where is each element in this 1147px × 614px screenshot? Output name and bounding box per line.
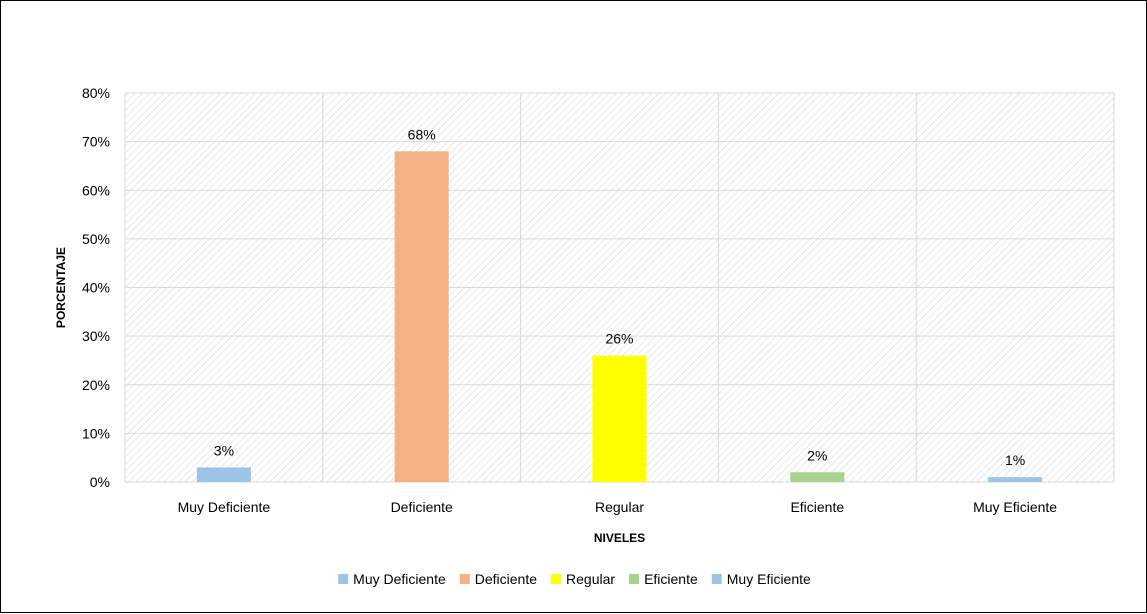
legend-swatch [459,574,470,584]
bar [988,477,1043,482]
x-tick-label: Deficiente [391,499,453,515]
legend-item: Eficiente [629,571,698,587]
data-label: 2% [807,447,827,463]
legend-item: Muy Eficiente [711,571,811,587]
y-axis-title: PORCENTAJE [54,247,68,328]
legend-label: Regular [566,571,615,587]
y-tick-label: 70% [82,134,110,150]
legend-label: Eficiente [644,571,698,587]
legend-item: Regular [551,571,615,587]
data-label: 3% [214,442,234,458]
legend: Muy Deficiente Deficiente Regular Eficiente… [338,571,811,587]
legend-label: Deficiente [475,571,537,587]
y-tick-label: 0% [90,474,110,490]
legend-item: Muy Deficiente [338,571,446,587]
y-tick-label: 30% [82,328,110,344]
x-axis-title: NIVELES [594,531,645,545]
y-tick-label: 10% [82,425,110,441]
legend-swatch [551,574,562,584]
legend-swatch [629,574,640,584]
x-axis-ticks: Muy Deficiente Deficiente Regular Eficiente… [178,499,1058,515]
bars [196,151,1043,482]
data-label: 26% [605,331,633,347]
bar [196,467,251,482]
bar [790,472,845,482]
x-tick-label: Muy Eficiente [973,499,1057,515]
legend-swatch [338,574,349,584]
data-label: 68% [408,126,436,142]
x-tick-label: Muy Deficiente [178,499,271,515]
data-labels: 3% 68% 26% 2% 1% [214,126,1025,468]
x-tick-label: Eficiente [790,499,844,515]
y-tick-label: 40% [82,280,110,296]
y-tick-label: 60% [82,182,110,198]
legend-item: Deficiente [459,571,537,587]
x-tick-label: Regular [595,499,644,515]
legend-label: Muy Deficiente [353,571,446,587]
y-tick-label: 20% [82,377,110,393]
y-tick-label: 80% [82,85,110,101]
bar [394,151,449,482]
y-axis-ticks: 0% 10% 20% 30% 40% 50% 60% 70% 80% [82,85,110,490]
legend-swatch [711,574,722,584]
bar [592,355,647,482]
data-label: 1% [1005,452,1025,468]
legend-label: Muy Eficiente [727,571,811,587]
y-tick-label: 50% [82,231,110,247]
